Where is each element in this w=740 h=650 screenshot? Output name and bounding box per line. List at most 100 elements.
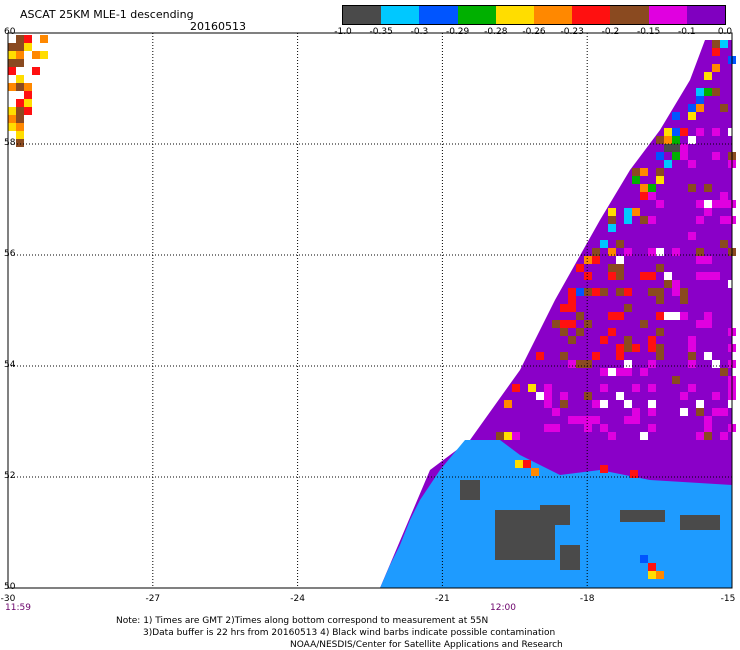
wind-cell [680,144,688,152]
land-dark-patch [620,510,665,522]
wind-cell [616,240,624,248]
land-dark-patch [560,545,580,570]
wind-cell [720,192,728,200]
wind-cell [16,99,24,107]
time-label: 12:00 [490,603,516,613]
wind-cell [584,424,592,432]
wind-cell [16,51,24,59]
wind-cell [696,400,704,408]
wind-cell [672,280,680,288]
wind-cell [648,563,656,571]
wind-cell [680,408,688,416]
wind-cell [632,408,640,416]
wind-cell [592,400,600,408]
wind-cell [512,384,520,392]
wind-cell [8,83,16,91]
wind-cell [568,336,576,344]
wind-cell [656,288,664,296]
wind-cell [600,368,608,376]
wind-cell [632,344,640,352]
land-dark-patch [540,505,570,525]
wind-cell [608,368,616,376]
color-scale-swatch [686,6,726,24]
wind-cell [656,312,664,320]
wind-cell [600,336,608,344]
wind-cell [608,224,616,232]
wind-cell [640,432,648,440]
wind-cell [576,312,584,320]
wind-cell [16,131,24,139]
wind-cell [624,400,632,408]
wind-cell [640,272,648,280]
wind-cell [600,424,608,432]
wind-cell [523,460,531,468]
wind-cell [16,35,24,43]
wind-cell [680,296,688,304]
wind-cell [672,248,680,256]
color-scale-swatch [534,6,573,24]
wind-cell [688,344,696,352]
wind-cell [696,200,704,208]
wind-cell [616,288,624,296]
wind-cell [696,432,704,440]
wind-cell [600,384,608,392]
wind-cell [704,352,712,360]
wind-cell [648,192,656,200]
wind-cell [32,51,40,59]
wind-cell [616,312,624,320]
wind-cell [640,192,648,200]
wind-cell [24,99,32,107]
wind-cell [608,312,616,320]
product-date: 20160513 [190,20,246,33]
wind-cell [648,344,656,352]
wind-cell [24,43,32,51]
wind-cell [552,408,560,416]
wind-cell [640,320,648,328]
wind-cell [664,312,672,320]
wind-cell [656,248,664,256]
wind-cell [712,128,720,136]
wind-cell [624,216,632,224]
color-scale-label: -0.15 [636,27,661,37]
wind-cell [648,400,656,408]
wind-cell [600,288,608,296]
wind-cell [688,336,696,344]
wind-cell [688,136,696,144]
wind-cell [592,288,600,296]
wind-cell [16,115,24,123]
wind-cell [664,136,672,144]
wind-cell [16,107,24,115]
wind-cell [544,400,552,408]
wind-cell [704,424,712,432]
wind-cell [704,256,712,264]
wind-cell [8,115,16,123]
wind-cell [8,43,16,51]
product-title: ASCAT 25KM MLE-1 descending [20,8,194,21]
wind-cell [16,83,24,91]
wind-cell [616,392,624,400]
wind-cell [624,336,632,344]
wind-cell [632,416,640,424]
color-scale-swatch [648,6,687,24]
wind-cell [8,51,16,59]
wind-cell [504,400,512,408]
wind-cell [680,128,688,136]
wind-cell [568,320,576,328]
wind-cell [584,288,592,296]
wind-cell [696,320,704,328]
wind-cell [696,272,704,280]
wind-cell [16,43,24,51]
wind-cell [712,392,720,400]
wind-cell [496,432,504,440]
wind-cell [16,123,24,131]
wind-cell [672,144,680,152]
wind-cell [688,232,696,240]
wind-cell [688,104,696,112]
wind-cell [584,392,592,400]
wind-cell [608,216,616,224]
color-scale-swatch [343,6,382,24]
wind-cell [656,200,664,208]
latitude-label: 58 [4,138,16,148]
wind-cell [656,296,664,304]
wind-cell [680,392,688,400]
